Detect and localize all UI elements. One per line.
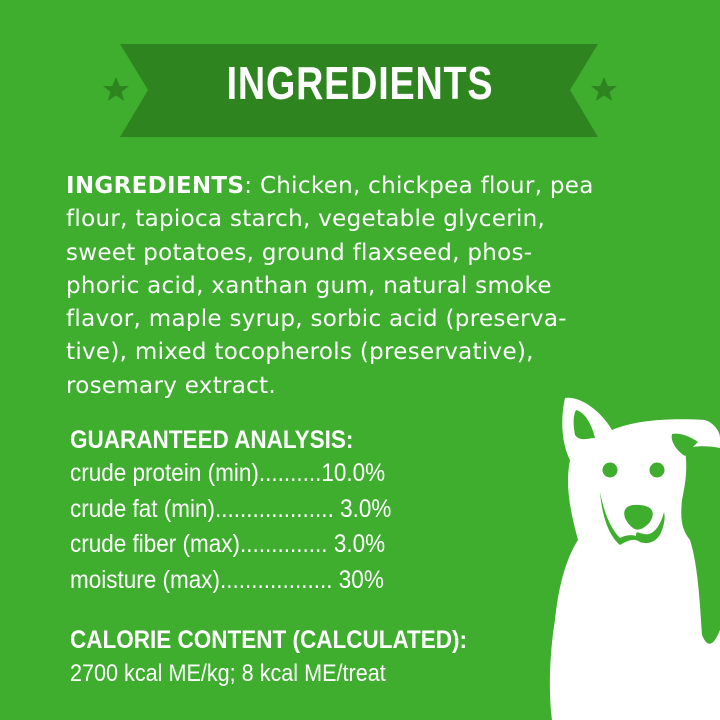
ingredients-line: sweet potatoes, ground flaxseed, phos- <box>66 239 533 266</box>
analysis-row: crude fiber (max).............. 3.0% <box>70 530 386 558</box>
calorie-text: 2700 kcal ME/kg; 8 kcal ME/treat <box>70 660 386 687</box>
dog-illustration <box>549 397 720 720</box>
ingredients-text: : Chicken, chickpea flour, pea <box>244 173 594 199</box>
guaranteed-analysis: GUARANTEED ANALYSIS: crude protein (min)… <box>70 424 391 598</box>
ingredients-line: phoric acid, xanthan gum, natural smoke <box>66 272 552 299</box>
banner-ribbon <box>120 44 598 137</box>
analysis-row: crude protein (min)..........10.0% <box>70 459 386 487</box>
star-icon <box>103 77 129 101</box>
analysis-row: moisture (max).................. 30% <box>70 565 384 594</box>
dog-eye <box>649 462 665 478</box>
analysis-row: crude fat (min)................... 3.0% <box>70 494 392 523</box>
banner-title: INGREDIENTS <box>226 57 494 109</box>
calorie-content: CALORIE CONTENT (CALCULATED): 2700 kcal … <box>70 623 467 691</box>
ingredients-line: flavor, maple syrup, sorbic acid (preser… <box>66 306 567 333</box>
star-icon <box>591 77 617 101</box>
ingredients-label: INGREDIENTS <box>66 173 245 199</box>
ingredients-line: flour, tapioca starch, vegetable glyceri… <box>66 206 546 233</box>
ingredients-paragraph: INGREDIENTS: Chicken, chickpea flour, pe… <box>66 170 706 403</box>
dog-nose <box>624 504 653 530</box>
analysis-title: GUARANTEED ANALYSIS: <box>70 426 354 454</box>
banner <box>103 44 617 137</box>
ingredients-line: tive), mixed tocopherols (preservative), <box>66 339 534 366</box>
calorie-title: CALORIE CONTENT (CALCULATED): <box>70 626 468 654</box>
ingredients-line: rosemary extract. <box>66 372 277 399</box>
ingredients-line: INGREDIENTS: Chicken, chickpea flour, pe… <box>66 170 706 203</box>
dog-eye <box>602 462 618 478</box>
